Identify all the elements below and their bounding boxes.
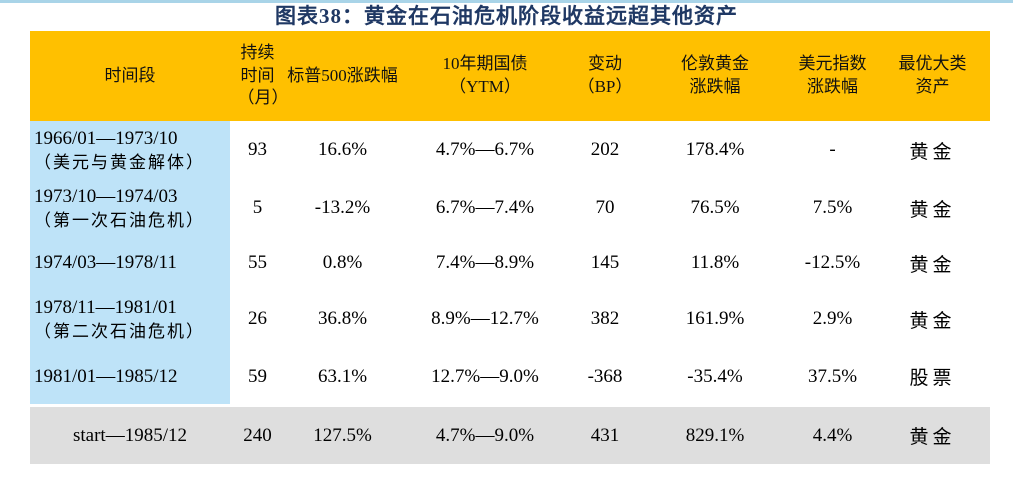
sp500-change-value: 127.5% [313, 424, 372, 446]
best-asset-value: 黄金 [909, 141, 956, 163]
period-range: 1973/10—1974/03 [34, 185, 178, 207]
sp500-change-value: 63.1% [317, 365, 368, 387]
period-range: 1974/03—1978/11 [34, 252, 177, 273]
summary-row: start—1985/12 240 127.5% 4.7%—9.0% 431 8… [30, 407, 990, 464]
treasury-ytm-value: 4.7%—6.7% [435, 139, 535, 160]
bp-change-value: -368 [587, 365, 623, 387]
usd-index-change-value: 2.9% [812, 308, 853, 329]
period-cell: 1973/10—1974/03 （第一次石油危机） [30, 179, 230, 237]
period-cell: 1978/11—1981/01 （第二次石油危机） [30, 289, 230, 349]
sp500-change-value: -13.2% [314, 197, 371, 218]
chart-title: 图表38：黄金在石油危机阶段收益远超其他资产 [275, 4, 738, 28]
best-asset-value: 黄金 [909, 310, 956, 332]
table-row: 1974/03—1978/11 55 0.8% 7.4%—8.9% 145 11… [30, 237, 990, 289]
bp-change-value: 202 [590, 139, 620, 160]
duration-months-value: 5 [252, 197, 263, 218]
bp-change-value: 70 [595, 197, 615, 218]
usd-index-change-value: 37.5% [807, 365, 858, 387]
header-time-period: 时间段 [104, 65, 156, 85]
usd-index-change-value: 7.5% [812, 197, 853, 218]
table-row: 1966/01—1973/10 （美元与黄金解体） 93 16.6% 4.7%—… [30, 121, 990, 179]
usd-index-change-value: - [829, 139, 836, 160]
treasury-ytm-value: 7.4%—8.9% [435, 252, 535, 273]
london-gold-change-value: 11.8% [690, 252, 740, 273]
header-duration-months: 持续时间（月） [237, 42, 289, 108]
duration-months-value: 59 [248, 365, 267, 387]
table-row: 1981/01—1985/12 59 63.1% 12.7%—9.0% -368… [30, 349, 990, 404]
header-london-gold-change: 伦敦黄金涨跌幅 [681, 54, 749, 96]
duration-months-value: 93 [248, 139, 267, 160]
best-asset-value: 股票 [909, 368, 956, 389]
top-divider-line [0, 0, 1013, 3]
treasury-ytm-value: 4.7%—9.0% [435, 424, 535, 446]
bp-change-value: 382 [590, 308, 620, 329]
asset-returns-table: 时间段 持续时间（月） 标普500涨跌幅 10年期国债（YTM） 变动（BP） … [30, 31, 990, 464]
period-note: （第一次石油危机） [34, 210, 205, 230]
table-row: 1973/10—1974/03 （第一次石油危机） 5 -13.2% 6.7%—… [30, 179, 990, 237]
header-usd-index-change: 美元指数涨跌幅 [798, 54, 867, 96]
treasury-ytm-value: 8.9%—12.7% [431, 308, 539, 329]
table-row: 1978/11—1981/01 （第二次石油危机） 26 36.8% 8.9%—… [30, 289, 990, 349]
london-gold-change-value: 178.4% [685, 139, 745, 160]
period-cell: 1966/01—1973/10 （美元与黄金解体） [30, 121, 230, 179]
table-header-row: 时间段 持续时间（月） 标普500涨跌幅 10年期国债（YTM） 变动（BP） … [30, 31, 990, 121]
header-sp500-change: 标普500涨跌幅 [287, 65, 398, 85]
bp-change-value: 431 [590, 424, 620, 446]
sp500-change-value: 16.6% [317, 139, 368, 160]
best-asset-value: 黄金 [909, 427, 956, 448]
best-asset-value: 黄金 [909, 199, 956, 221]
usd-index-change-value: -12.5% [804, 252, 861, 273]
london-gold-change-value: -35.4% [687, 365, 743, 387]
period-range: start—1985/12 [73, 424, 187, 446]
period-cell: 1974/03—1978/11 [30, 237, 230, 289]
header-bp-change: 变动（BP） [577, 54, 633, 96]
period-cell: start—1985/12 [30, 407, 230, 464]
usd-index-change-value: 4.4% [812, 424, 853, 446]
header-best-asset: 最优大类资产 [898, 54, 967, 96]
best-asset-value: 黄金 [909, 254, 956, 276]
row-gap [30, 404, 990, 407]
period-range: 1981/01—1985/12 [34, 365, 178, 387]
london-gold-change-value: 829.1% [685, 424, 745, 446]
treasury-ytm-value: 6.7%—7.4% [435, 197, 535, 218]
period-range: 1966/01—1973/10 [34, 127, 178, 149]
london-gold-change-value: 76.5% [690, 197, 740, 218]
header-treasury-ytm: 10年期国债（YTM） [442, 54, 528, 96]
bp-change-value: 145 [590, 252, 620, 273]
duration-months-value: 55 [248, 252, 267, 273]
period-range: 1978/11—1981/01 [34, 296, 177, 318]
period-note: （第二次石油危机） [34, 321, 205, 341]
duration-months-value: 240 [243, 424, 272, 446]
period-cell: 1981/01—1985/12 [30, 349, 230, 404]
sp500-change-value: 0.8% [322, 252, 363, 273]
period-note: （美元与黄金解体） [34, 152, 205, 172]
sp500-change-value: 36.8% [317, 308, 368, 329]
duration-months-value: 26 [248, 308, 267, 329]
london-gold-change-value: 161.9% [685, 308, 745, 329]
treasury-ytm-value: 12.7%—9.0% [431, 365, 539, 387]
